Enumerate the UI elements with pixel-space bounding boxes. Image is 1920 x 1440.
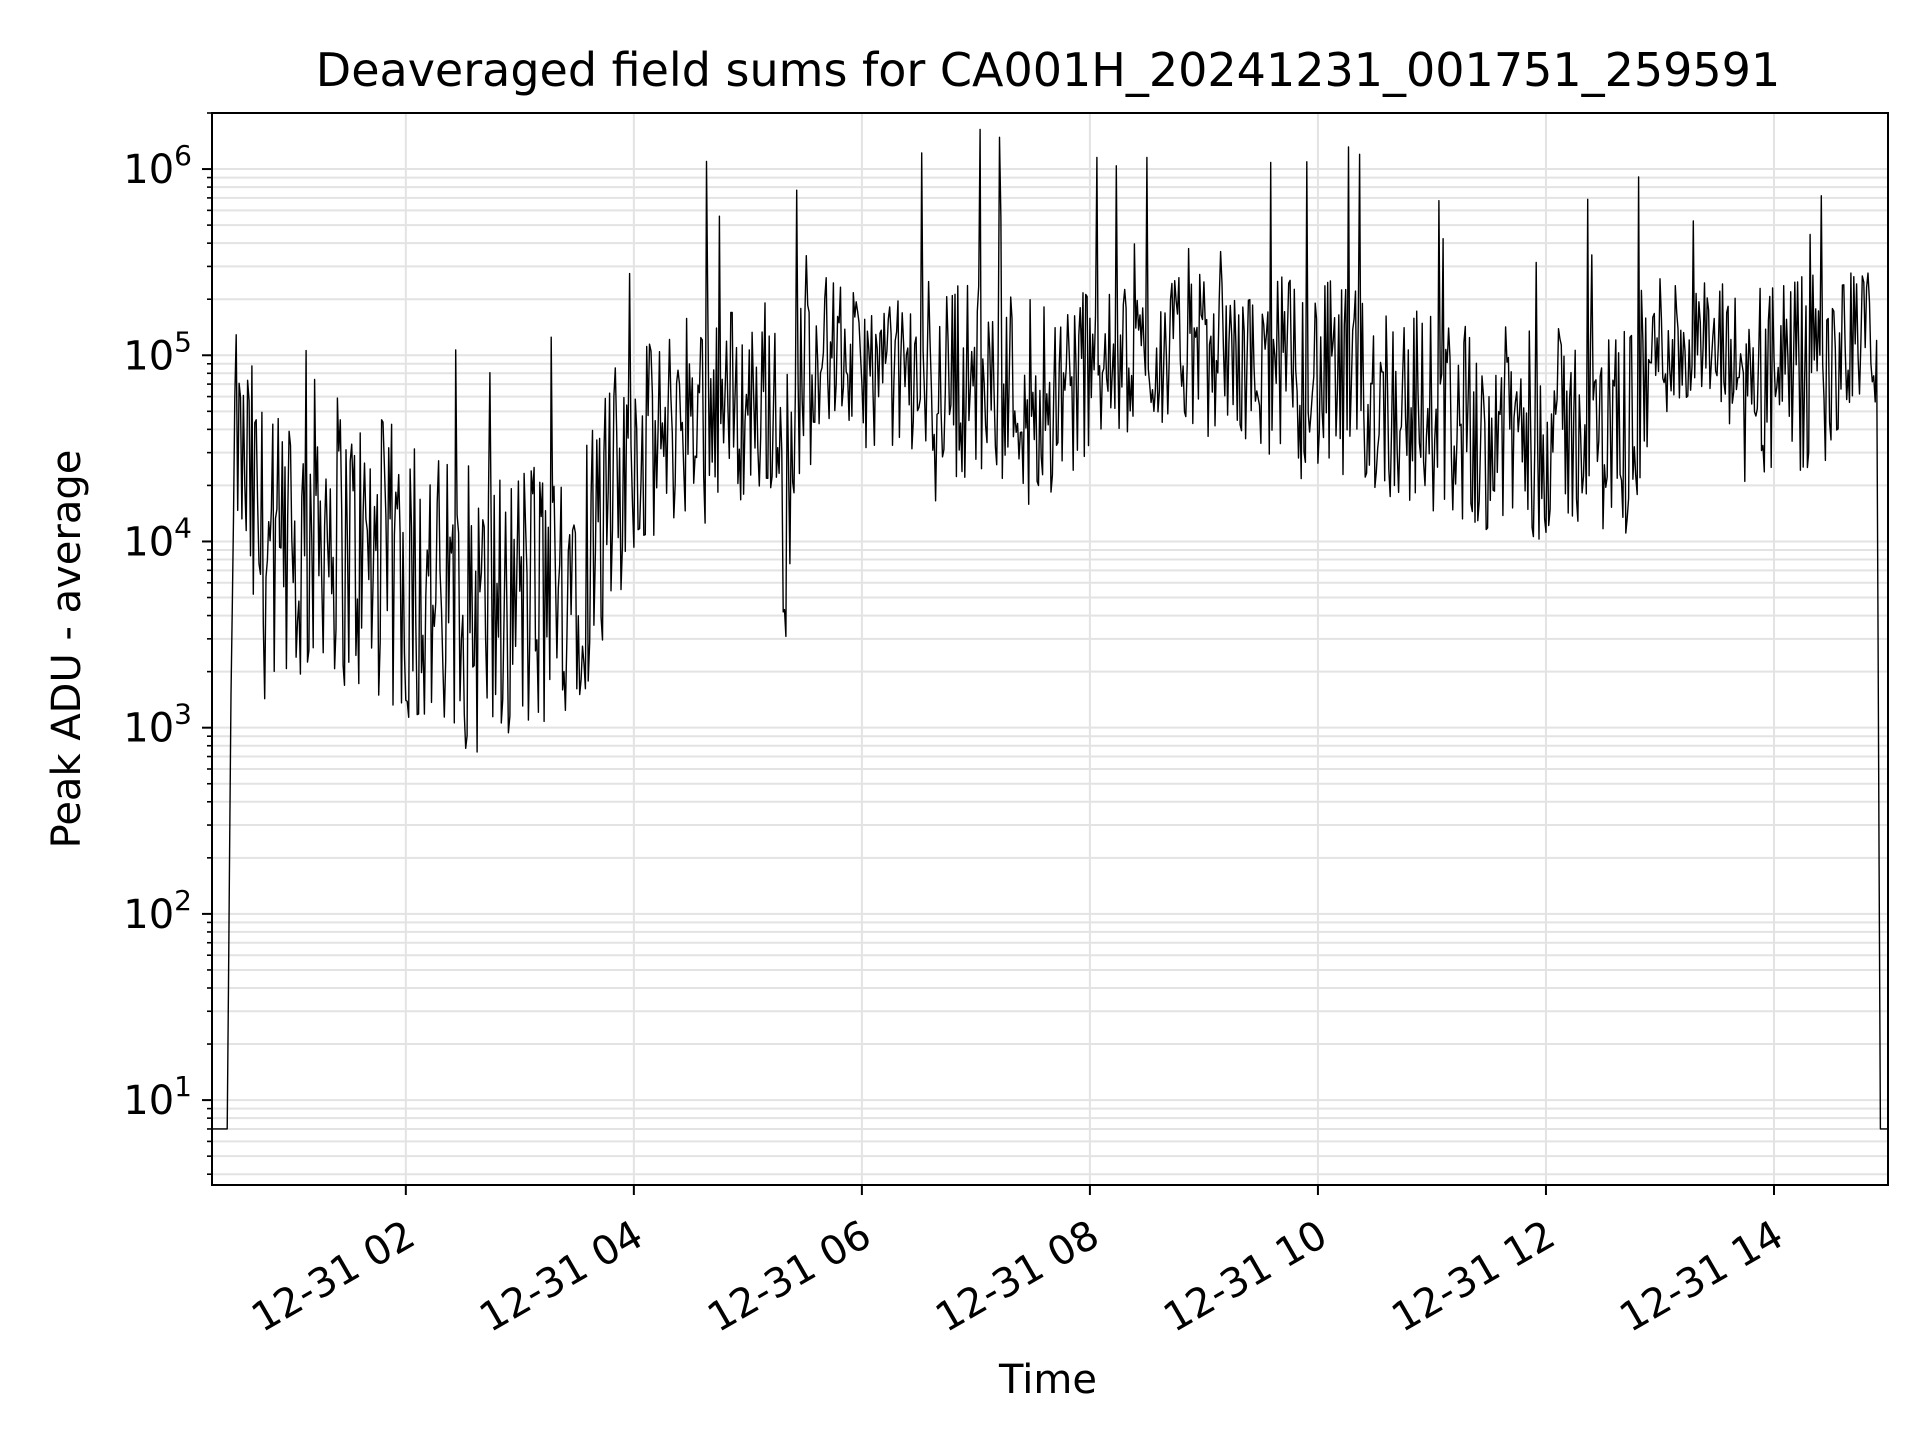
chart-title: Deaveraged field sums for CA001H_2024123… [316,43,1780,97]
y-tick-label: 101 [123,1070,192,1124]
y-tick-label: 102 [123,884,192,938]
y-tick-label: 103 [123,698,192,752]
y-axis-label: Peak ADU - average [44,450,90,849]
series-layer [212,128,1888,1130]
series-line [212,128,1888,1130]
y-tick-label: 106 [123,139,192,193]
plot-frame [211,112,1889,1186]
x-axis-label: Time [998,1357,1097,1403]
y-tick-label: 105 [123,325,192,379]
y-tick-label: 104 [123,511,192,565]
